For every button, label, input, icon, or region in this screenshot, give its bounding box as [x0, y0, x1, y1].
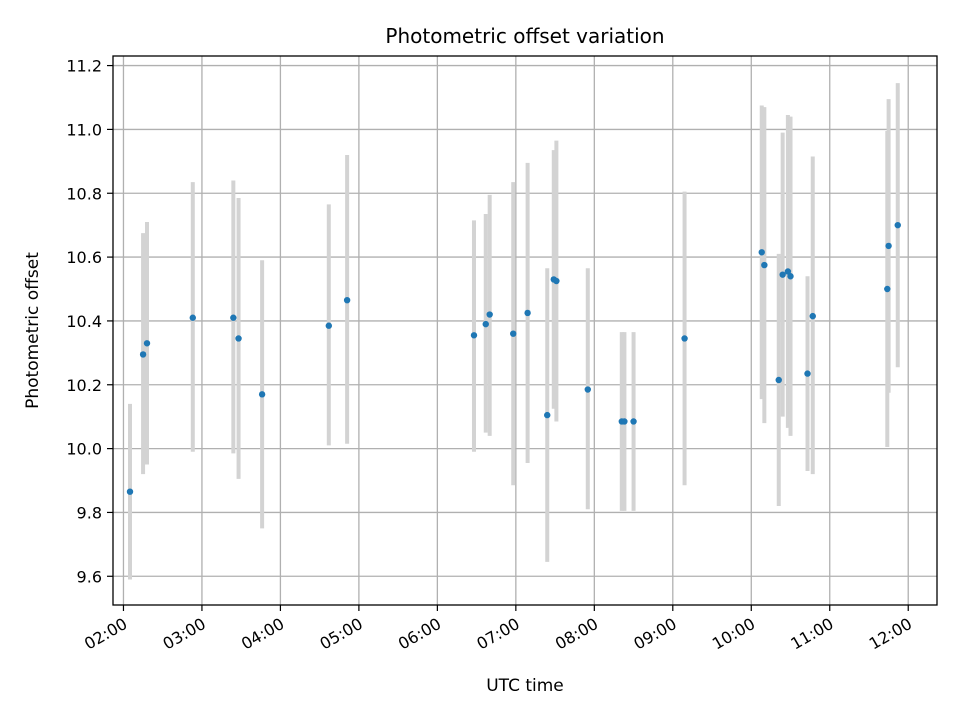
data-point — [761, 261, 768, 269]
y-tick-label: 11.2 — [66, 57, 102, 76]
x-axis-title: UTC time — [486, 676, 564, 696]
y-tick-label: 11.0 — [66, 120, 102, 139]
data-point — [258, 391, 266, 398]
data-point — [343, 296, 351, 304]
data-point — [230, 314, 237, 321]
x-tick-label: 03:00 — [160, 614, 209, 654]
x-tick-label: 06:00 — [395, 614, 444, 654]
y-tick-label: 10.8 — [66, 184, 102, 203]
data-point — [787, 273, 794, 280]
x-tick-label: 12:00 — [866, 614, 915, 654]
data-point — [235, 335, 242, 342]
data-point — [681, 335, 688, 342]
grid-layer — [113, 56, 937, 605]
y-axis-title: Photometric offset — [23, 252, 43, 409]
x-tick-label: 08:00 — [552, 614, 601, 654]
data-point-layer — [126, 221, 901, 495]
data-point — [779, 271, 786, 278]
data-point — [804, 370, 811, 377]
data-point — [524, 309, 531, 317]
data-point — [885, 242, 892, 250]
chart-title: Photometric offset variation — [385, 24, 664, 48]
data-point — [470, 332, 478, 339]
data-point — [775, 376, 782, 384]
data-point — [486, 311, 493, 318]
data-point — [126, 488, 134, 495]
data-point — [139, 351, 147, 358]
data-point — [630, 418, 637, 425]
data-point — [143, 340, 151, 347]
x-tick-label: 02:00 — [81, 614, 130, 654]
plot-frame — [112, 55, 938, 606]
data-point — [544, 411, 551, 419]
data-point — [553, 277, 560, 285]
y-tick-label: 10.6 — [66, 248, 102, 267]
data-point — [189, 314, 196, 321]
data-point — [584, 386, 591, 393]
x-tick-label: 10:00 — [709, 614, 758, 654]
y-tick-label: 10.0 — [66, 440, 102, 459]
x-tick-label: 11:00 — [787, 614, 836, 654]
data-point — [894, 221, 901, 229]
y-tick-label: 9.8 — [77, 503, 102, 522]
y-tick-label: 9.6 — [77, 567, 102, 586]
y-tick-label: 10.2 — [66, 376, 102, 395]
x-tick-label: 07:00 — [473, 614, 522, 654]
y-tick-label: 10.4 — [66, 312, 102, 331]
data-point — [758, 249, 765, 256]
data-point — [621, 418, 628, 425]
data-point — [510, 330, 517, 337]
x-tick-label: 05:00 — [316, 614, 365, 654]
data-point — [325, 322, 333, 329]
data-point — [482, 320, 489, 328]
x-tick-label: 04:00 — [238, 614, 287, 654]
data-point — [809, 312, 816, 320]
data-point — [884, 285, 891, 293]
x-tick-label: 09:00 — [630, 614, 679, 654]
data-point — [784, 268, 792, 275]
